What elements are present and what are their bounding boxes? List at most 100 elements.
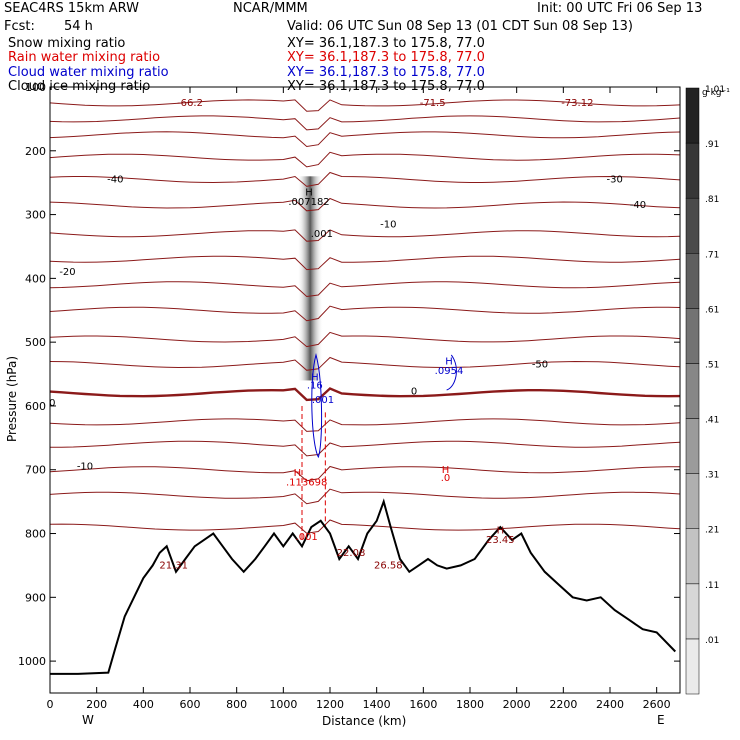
x-tick-label: 1000	[269, 698, 297, 711]
contour-line	[50, 306, 680, 321]
colorbar-bin	[686, 639, 699, 694]
x-tick-label: 600	[180, 698, 201, 711]
y-tick-label: 800	[25, 528, 46, 541]
temperature-contour-label: -20	[59, 267, 75, 278]
colorbar-label: .41	[705, 416, 719, 426]
y-tick-label: 600	[25, 400, 46, 413]
field-name-snow: Snow mixing ratio	[8, 37, 125, 51]
temperature-contour-label: -40	[630, 200, 646, 211]
x-tick-label: 800	[226, 698, 247, 711]
x-axis-title: Distance (km)	[322, 714, 406, 728]
contour-line	[50, 282, 680, 297]
extremum-label: .001	[312, 395, 334, 406]
y-tick-label: 500	[25, 336, 46, 349]
contour-line	[50, 419, 680, 432]
plot-border	[50, 87, 680, 693]
contour-layer	[50, 100, 680, 540]
colorbar-label: .91	[705, 140, 719, 150]
contour-line	[50, 152, 680, 167]
contour-line	[50, 199, 680, 211]
forecast-label: Fcst:	[4, 20, 35, 34]
field-xy-cloud-water: XY= 36.1,187.3 to 175.8, 77.0	[287, 66, 485, 80]
colorbar-bin	[686, 419, 699, 474]
cross-section-plot: 0 200 400 600 800 1000 1200 1400 1600 1800 2000 220…	[0, 0, 740, 740]
x-tick-label: 2600	[643, 698, 671, 711]
contour-line	[50, 332, 680, 346]
extremum-label: 23.45	[486, 535, 515, 546]
forecast-hours: 54 h	[64, 20, 93, 34]
temperature-contour-label: -10	[77, 462, 93, 473]
colorbar-label: .31	[705, 471, 719, 481]
extremum-label: .007182	[288, 197, 329, 208]
init-time: Init: 00 UTC Fri 06 Sep 13	[537, 2, 702, 16]
x-axis-west-label: W	[82, 713, 94, 727]
extremum-label: -66.2	[177, 98, 203, 109]
colorbar-bin	[686, 88, 699, 143]
x-tick-label: 1600	[409, 698, 437, 711]
field-name-cloud-water: Cloud water mixing ratio	[8, 66, 169, 80]
extremum-label: -73.12	[561, 98, 593, 109]
colorbar-bin	[686, 363, 699, 418]
colorbar-bin	[686, 198, 699, 253]
colorbar-bin	[686, 143, 699, 198]
temperature-contour-label: 0	[49, 398, 55, 409]
y-axis-title: Pressure (hPa)	[5, 349, 19, 449]
x-tick-label: 1200	[316, 698, 344, 711]
contour-line	[50, 489, 680, 504]
contour-line	[50, 256, 680, 269]
contour-line	[50, 358, 680, 371]
plot-frame	[50, 87, 680, 693]
valid-time: Valid: 06 UTC Sun 08 Sep 13 (01 CDT Sun …	[287, 20, 633, 34]
temperature-contour-label: -30	[606, 175, 622, 186]
x-tick-label: 400	[133, 698, 154, 711]
colorbar: .01 .11 .21 .31 .41 .51 .61 .71 .81 .91 1.01	[686, 85, 725, 694]
colorbar-bin	[686, 529, 699, 584]
contour-line	[50, 132, 680, 147]
y-axis: 1000 900 800 700 600 500 400 300 200 100	[18, 81, 680, 668]
model-title: SEAC4RS 15km ARW	[4, 2, 139, 16]
contour-line	[50, 520, 680, 533]
terrain-line	[50, 502, 675, 674]
contour-labels: -40-200-10-50-30-40-100H.007182.001H.095…	[49, 98, 646, 571]
temperature-contour-label: 0	[411, 386, 417, 397]
contour-line	[50, 173, 680, 187]
extremum-label: 21.31	[159, 561, 188, 572]
colorbar-bin	[686, 253, 699, 308]
y-tick-label: 300	[25, 209, 46, 222]
contour-line	[50, 116, 680, 130]
y-tick-label: 400	[25, 272, 46, 285]
x-tick-label: 2400	[596, 698, 624, 711]
field-name-cloud-ice: Cloud ice mixing ratio	[8, 80, 150, 94]
extremum-label: 22.08	[337, 548, 366, 559]
field-xy-cloud-ice: XY= 36.1,187.3 to 175.8, 77.0	[287, 80, 485, 94]
colorbar-label: .11	[705, 581, 719, 591]
temperature-contour-label: -10	[380, 219, 396, 230]
field-name-rain: Rain water mixing ratio	[8, 51, 160, 65]
x-tick-label: 200	[86, 698, 107, 711]
colorbar-label: .61	[705, 305, 719, 315]
field-xy-snow: XY= 36.1,187.3 to 175.8, 77.0	[287, 37, 485, 51]
x-tick-label: 1400	[363, 698, 391, 711]
extremum-label: .001	[296, 532, 318, 543]
contour-line	[50, 441, 680, 456]
x-tick-label: 2200	[549, 698, 577, 711]
contour-line	[50, 467, 680, 481]
extremum-label: .0	[441, 473, 451, 484]
temperature-contour-label: -40	[107, 175, 123, 186]
colorbar-label: .21	[705, 526, 719, 536]
terrain-layer	[50, 502, 675, 674]
colorbar-bin	[686, 584, 699, 639]
extremum-label: .0954	[435, 366, 464, 377]
colorbar-label: .51	[705, 360, 719, 370]
extremum-label: .16	[307, 381, 323, 392]
colorbar-unit: g kg⁻¹	[702, 86, 730, 100]
extremum-label: .001	[311, 229, 333, 240]
colorbar-bin	[686, 308, 699, 363]
extremum-label: .113698	[286, 478, 327, 489]
x-tick-label: 0	[47, 698, 54, 711]
extremum-label: 26.58	[374, 561, 403, 572]
temperature-contour-label: -50	[532, 360, 548, 371]
center-label: NCAR/MMM	[233, 2, 308, 16]
x-tick-label: 2000	[503, 698, 531, 711]
colorbar-label: .71	[705, 250, 719, 260]
